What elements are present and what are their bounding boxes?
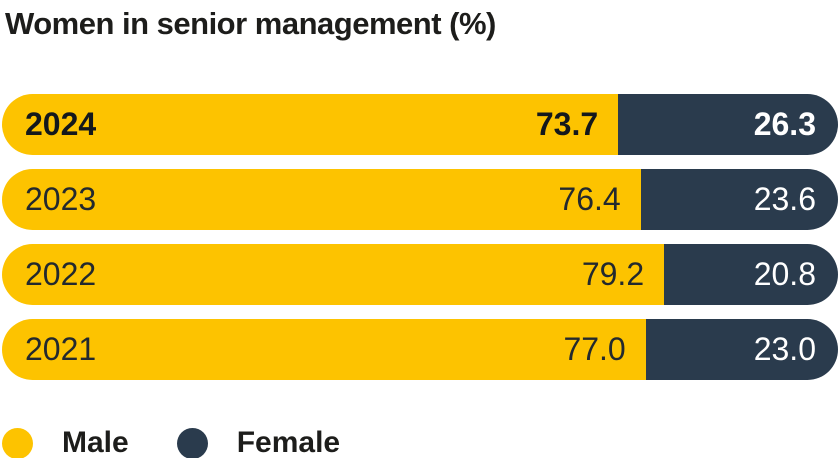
legend-item-male: Male xyxy=(2,426,129,458)
year-label: 2021 xyxy=(25,331,97,367)
male-value-label: 73.7 xyxy=(535,106,599,142)
female-value-label: 26.3 xyxy=(753,106,816,142)
male-segment: 2023 76.4 xyxy=(2,169,641,230)
male-value-label: 79.2 xyxy=(581,256,645,292)
year-label: 2023 xyxy=(25,181,97,217)
female-value-label: 23.6 xyxy=(753,181,816,217)
male-value-label: 77.0 xyxy=(563,331,626,367)
legend: Male Female xyxy=(2,426,840,458)
chart-title: Women in senior management (%) xyxy=(5,6,496,41)
bar-row-2021: 2021 77.0 23.0 xyxy=(2,319,838,380)
male-swatch-icon xyxy=(2,427,33,458)
year-label: 2024 xyxy=(25,106,97,142)
male-value-label: 76.4 xyxy=(558,181,621,217)
bars-container: 2024 73.7 26.3 2023 76.4 23.6 2022 79.2 20.8 2021… xyxy=(0,94,840,380)
female-segment: 26.3 xyxy=(618,94,838,155)
bar-row-2022: 2022 79.2 20.8 xyxy=(2,244,838,305)
female-value-label: 20.8 xyxy=(753,256,816,292)
female-swatch-icon xyxy=(176,427,208,458)
legend-item-female: Female xyxy=(176,426,341,458)
legend-label-female: Female xyxy=(236,426,341,458)
female-segment: 20.8 xyxy=(664,244,838,305)
year-label: 2022 xyxy=(25,256,97,292)
male-segment: 2024 73.7 xyxy=(2,94,619,155)
legend-label-male: Male xyxy=(62,426,129,458)
female-segment: 23.0 xyxy=(645,319,838,380)
male-segment: 2021 77.0 xyxy=(2,319,646,380)
female-segment: 23.6 xyxy=(640,169,838,230)
bar-row-2024: 2024 73.7 26.3 xyxy=(2,94,838,155)
male-segment: 2022 79.2 xyxy=(2,244,665,305)
female-value-label: 23.0 xyxy=(753,331,816,367)
bar-row-2023: 2023 76.4 23.6 xyxy=(2,169,838,230)
